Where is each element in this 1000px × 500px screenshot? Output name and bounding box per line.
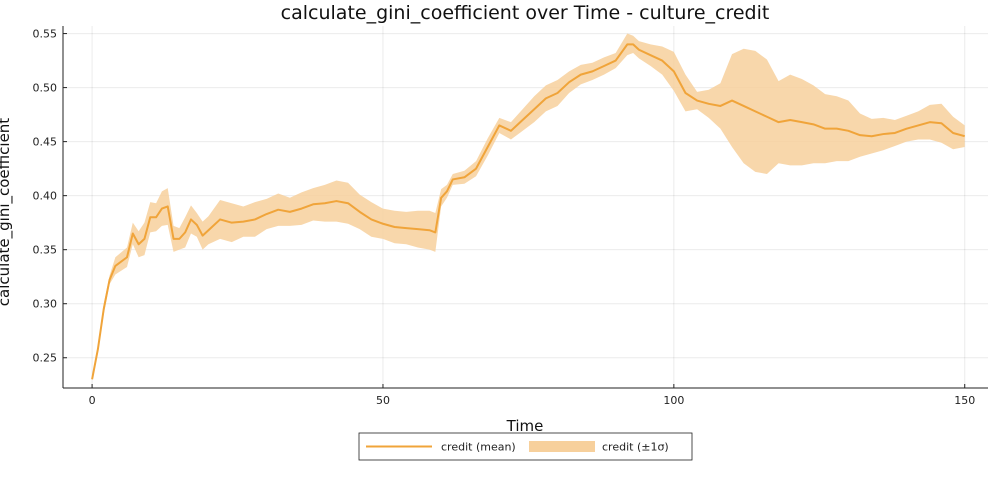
y-axis-title: calculate_gini_coefficient bbox=[0, 118, 14, 306]
chart-title: calculate_gini_coefficient over Time - c… bbox=[281, 2, 770, 24]
legend-label-mean: credit (mean) bbox=[441, 441, 516, 454]
y-tick-label: 0.45 bbox=[33, 136, 58, 149]
std-band-layer bbox=[92, 33, 965, 380]
x-tick-label: 50 bbox=[376, 394, 390, 407]
grid-lines bbox=[63, 26, 988, 388]
y-tick-label: 0.55 bbox=[33, 28, 58, 41]
y-tick-label: 0.40 bbox=[33, 190, 58, 203]
y-tick-label: 0.35 bbox=[33, 244, 58, 257]
y-tick-label: 0.50 bbox=[33, 82, 58, 95]
x-axis-title: Time bbox=[506, 417, 544, 435]
x-tick-label: 0 bbox=[89, 394, 96, 407]
std-band bbox=[92, 33, 965, 380]
legend: credit (mean) credit (±1σ) bbox=[358, 432, 693, 461]
y-tick-label: 0.25 bbox=[33, 352, 58, 365]
legend-label-band: credit (±1σ) bbox=[602, 441, 669, 454]
legend-swatch-band bbox=[529, 441, 595, 452]
axes bbox=[62, 26, 988, 389]
tick-labels: 0 50 100 150 0.25 0.30 0.35 0.40 0.45 0.50 0.55 bbox=[33, 28, 976, 407]
x-tick-label: 150 bbox=[954, 394, 975, 407]
x-tick-label: 100 bbox=[663, 394, 684, 407]
mean-line-layer bbox=[91, 43, 965, 380]
y-tick-label: 0.30 bbox=[33, 298, 58, 311]
mean-line bbox=[91, 43, 965, 380]
